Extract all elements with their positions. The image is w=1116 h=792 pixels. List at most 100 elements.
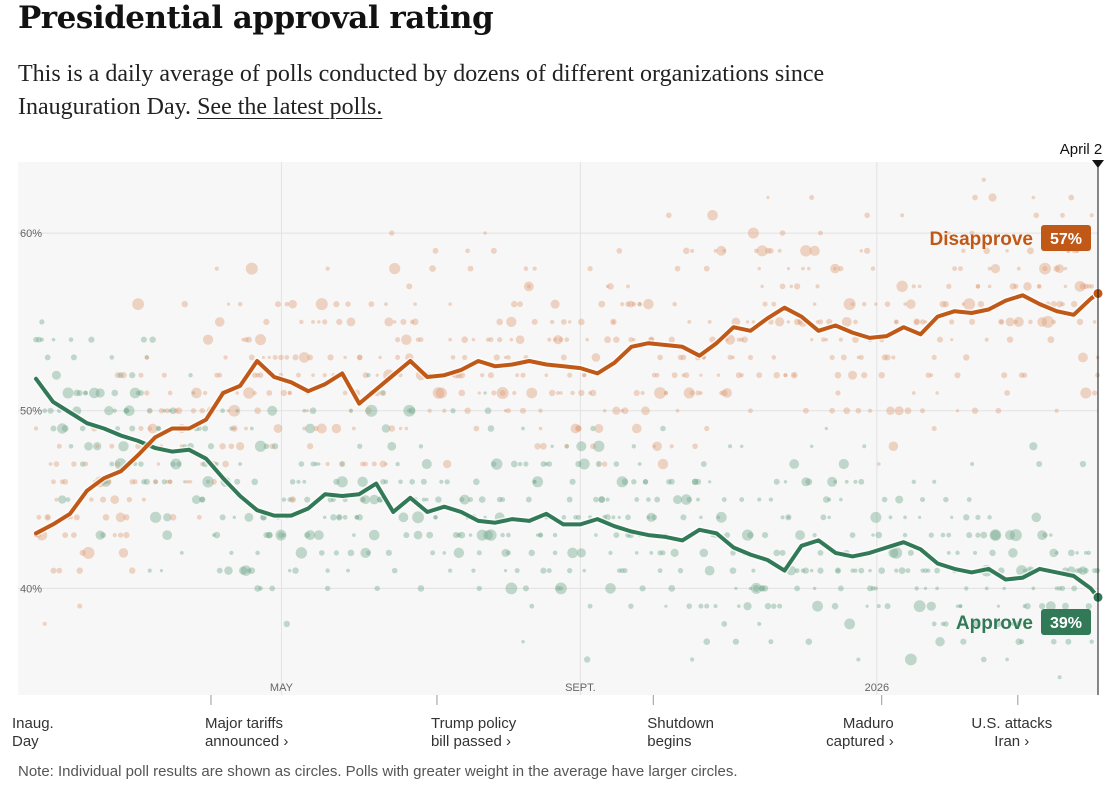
poll-circle <box>779 549 786 556</box>
poll-circle <box>972 621 978 627</box>
poll-circle <box>1037 317 1047 327</box>
poll-circle <box>523 281 534 292</box>
poll-circle <box>248 354 255 361</box>
poll-circle <box>532 266 537 271</box>
poll-circle <box>783 373 788 378</box>
poll-circle <box>812 533 817 538</box>
poll-circle <box>387 441 397 451</box>
poll-circle <box>734 586 738 591</box>
poll-circle <box>169 514 177 521</box>
poll-circle <box>1067 549 1075 557</box>
poll-circle <box>413 302 417 306</box>
latest-polls-link[interactable]: See the latest polls. <box>197 94 383 120</box>
poll-circle <box>1005 249 1009 253</box>
poll-circle <box>468 497 474 503</box>
poll-circle <box>918 515 922 519</box>
poll-circle <box>263 318 270 325</box>
poll-circle <box>995 620 1002 628</box>
poll-circle <box>894 319 899 324</box>
poll-circle <box>199 408 205 414</box>
poll-circle <box>881 496 888 503</box>
poll-circle <box>336 318 343 325</box>
poll-circle <box>911 479 916 484</box>
poll-circle <box>272 443 279 450</box>
poll-circle <box>929 373 934 378</box>
chart-note: Note: Individual poll results are shown … <box>18 763 738 780</box>
poll-circle <box>625 301 631 307</box>
poll-circle <box>307 443 314 450</box>
poll-circle <box>161 372 167 378</box>
poll-circle <box>169 407 177 415</box>
poll-circle <box>120 372 127 379</box>
poll-circle <box>946 550 951 555</box>
poll-circle <box>654 387 666 399</box>
poll-circle <box>146 407 153 414</box>
poll-circle <box>365 407 372 415</box>
poll-circle <box>605 284 610 289</box>
poll-circle <box>1022 568 1027 573</box>
poll-circle <box>843 298 856 311</box>
poll-circle <box>535 533 540 537</box>
poll-circle <box>493 354 500 361</box>
poll-circle <box>824 426 828 431</box>
poll-circle <box>478 496 486 503</box>
poll-circle <box>829 354 835 361</box>
subtitle-text: This is a daily average of polls conduct… <box>18 61 825 120</box>
poll-circle <box>401 334 412 345</box>
poll-circle <box>1008 548 1018 558</box>
poll-circle <box>526 387 538 399</box>
poll-circle <box>333 301 340 308</box>
poll-circle <box>158 408 165 414</box>
poll-circle <box>980 531 988 539</box>
poll-circle <box>467 265 474 272</box>
poll-circle <box>1042 266 1048 272</box>
poll-circle <box>786 515 790 519</box>
poll-circle <box>1002 586 1006 591</box>
poll-circle <box>946 532 952 538</box>
poll-circle <box>54 497 59 502</box>
poll-circle <box>692 443 698 450</box>
poll-circle <box>555 585 561 591</box>
poll-circle <box>432 247 439 254</box>
month-tick-label: 2026 <box>865 682 889 694</box>
poll-circle <box>33 336 39 343</box>
event-label: U.S. attacks <box>971 715 1052 732</box>
poll-circle <box>1031 586 1036 591</box>
poll-circle <box>333 478 340 485</box>
poll-circle <box>406 283 413 290</box>
poll-circle <box>595 460 602 468</box>
poll-circle <box>759 585 766 592</box>
poll-circle <box>93 442 102 451</box>
poll-circle <box>549 319 555 325</box>
poll-circle <box>532 479 537 484</box>
poll-circle <box>681 373 686 378</box>
poll-circle <box>748 408 753 414</box>
poll-circle <box>68 443 74 449</box>
poll-circle <box>990 530 1001 541</box>
poll-circle <box>280 389 287 397</box>
poll-circle <box>456 532 462 538</box>
poll-circle <box>773 478 780 485</box>
poll-circle <box>893 319 899 325</box>
poll-circle <box>613 336 620 343</box>
poll-circle <box>856 355 861 360</box>
poll-circle <box>858 478 865 485</box>
poll-circle <box>1005 657 1009 662</box>
poll-circle <box>1085 603 1092 610</box>
poll-circle <box>496 318 503 326</box>
poll-circle <box>975 532 981 538</box>
poll-circle <box>969 230 975 236</box>
poll-circle <box>677 354 684 361</box>
poll-circle <box>503 409 508 413</box>
poll-circle <box>1013 319 1018 324</box>
poll-circle <box>526 284 532 289</box>
poll-circle <box>281 533 286 537</box>
poll-circle <box>961 302 966 306</box>
poll-circle <box>243 337 249 343</box>
poll-circle <box>368 301 375 308</box>
poll-circle <box>411 318 419 326</box>
poll-circle <box>794 585 801 592</box>
poll-circle <box>246 568 252 573</box>
poll-circle <box>191 391 196 395</box>
event-label: Major tariffs <box>205 715 283 732</box>
